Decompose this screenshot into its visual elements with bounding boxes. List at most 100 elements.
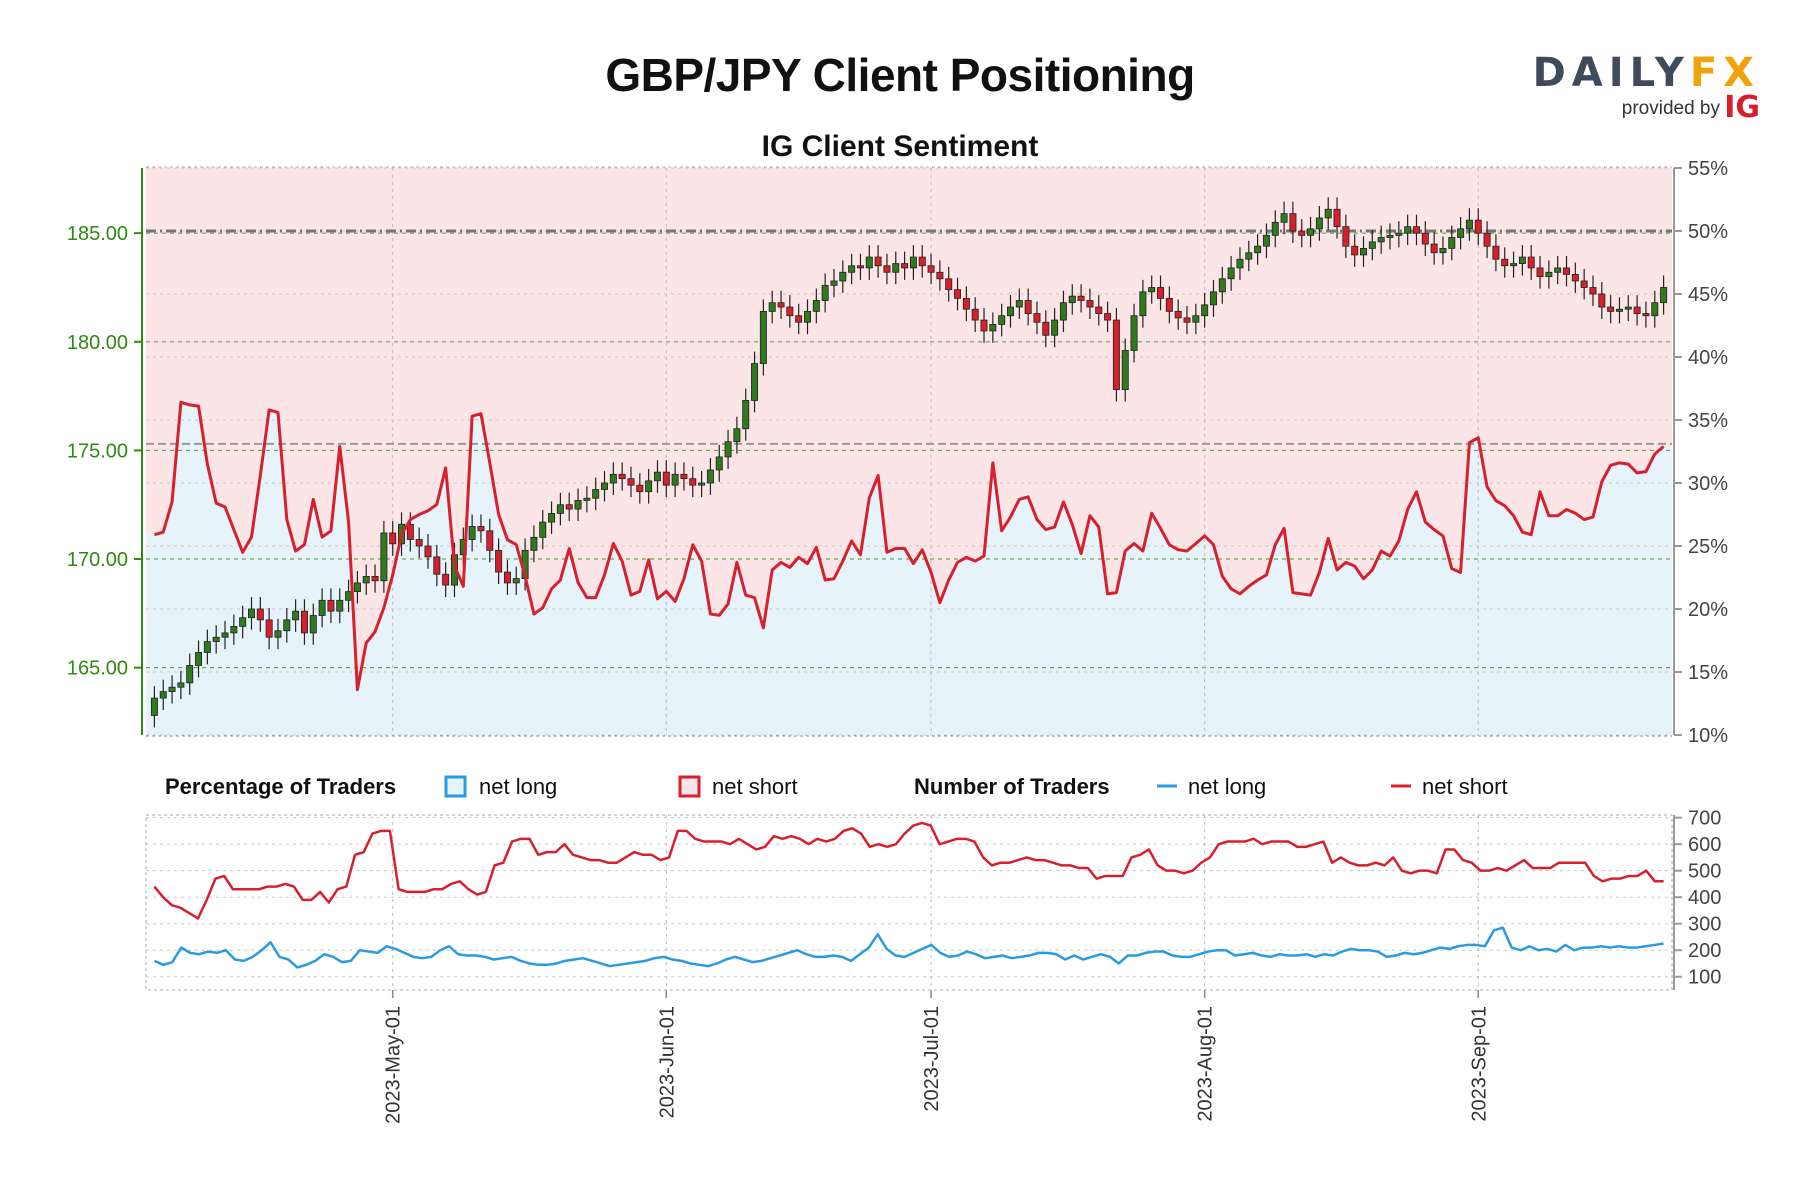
pct-tick-label: 10% [1688, 725, 1728, 747]
candle-body [812, 300, 820, 312]
candle-body [1236, 258, 1244, 269]
lower-tick-label: 200 [1688, 940, 1721, 962]
traders-net-long-line [153, 926, 1664, 969]
pct-tick-label: 55% [1688, 158, 1728, 180]
candle-body [856, 265, 864, 269]
candle-body [424, 545, 432, 558]
lower-tick-label: 400 [1688, 887, 1721, 909]
price-tick-label: 165.00 [67, 658, 128, 680]
candle-body [195, 652, 203, 666]
candle-body [945, 278, 953, 291]
candle-body [927, 265, 935, 273]
percent-line-layer [154, 400, 1665, 692]
candle-body [777, 302, 785, 308]
legend-num-short: net short [1422, 774, 1508, 799]
candle-body [1624, 306, 1632, 310]
candle-body [1360, 247, 1368, 256]
candle-body [1139, 291, 1147, 317]
candle-body [503, 571, 511, 584]
logo-daily: DAILY [1532, 50, 1690, 96]
candle-body [1298, 230, 1306, 236]
candle-body [442, 573, 450, 586]
price-tick-label: 175.00 [67, 440, 128, 462]
candle-body [283, 619, 291, 632]
candle-body [1501, 258, 1509, 267]
candle-body [353, 582, 361, 593]
candle-body [239, 617, 247, 627]
candle-body [804, 310, 811, 323]
candle-body [248, 608, 255, 619]
candle-body [751, 363, 759, 401]
candle-body [380, 532, 388, 582]
candle-body [1218, 278, 1226, 293]
candle-body [327, 599, 335, 612]
candle-body [1615, 308, 1623, 312]
candle-body [865, 256, 873, 269]
candle-body [768, 302, 776, 312]
candle-body [1571, 274, 1579, 282]
candle-body [892, 263, 900, 273]
candle-body [309, 615, 317, 634]
candle-body [848, 265, 856, 273]
chart-subtitle: IG Client Sentiment [761, 130, 1039, 163]
candle-body [1333, 208, 1341, 228]
candle-body [724, 441, 732, 458]
candle-body [468, 526, 476, 540]
legend-pct-short: net short [712, 774, 798, 799]
legend-num-header: Number of Traders [914, 774, 1110, 799]
candle-body [274, 630, 282, 638]
candle-body [1051, 319, 1059, 336]
candle-body [1095, 306, 1103, 314]
lower-panel-frame [145, 814, 1673, 991]
candle-body [636, 484, 644, 493]
candle-body [1545, 271, 1553, 278]
candle-body [1536, 267, 1544, 278]
candle-body [936, 271, 944, 280]
candle-body [671, 473, 679, 486]
axis-ticks: 165.00 170.00 175.00 180.00 185.00 10% 15% 20% 2… [67, 158, 1728, 747]
candle-body [265, 619, 273, 638]
legend-pct-short-swatch [678, 775, 701, 798]
candle-body [1201, 304, 1209, 317]
pct-tick-label: 20% [1688, 599, 1728, 621]
date-tick-label: 2023-Aug-01 [1195, 1006, 1217, 1122]
candle-body [1280, 213, 1288, 223]
candle-body [574, 499, 582, 510]
lower-tick-label: 300 [1688, 914, 1721, 936]
pct-tick-label: 35% [1688, 410, 1728, 432]
candle-body [1607, 306, 1615, 312]
candle-body [821, 284, 829, 301]
traders-count-panel: 100 200 300 400 500 600 700 [145, 808, 1721, 991]
candle-body [971, 308, 979, 321]
candle-body [786, 306, 794, 317]
candle-body [495, 549, 503, 573]
legend-pct-long: net long [479, 774, 557, 799]
candle-body [150, 697, 158, 716]
candle-body [1492, 245, 1500, 260]
pct-tick-label: 40% [1688, 347, 1728, 369]
reference-lines [146, 229, 1672, 445]
candle-body [1007, 306, 1014, 317]
candle-body [839, 271, 847, 282]
candle-body [1518, 256, 1526, 264]
percent-net-long-line [154, 400, 1665, 692]
legend-pct-header: Percentage of Traders [165, 774, 396, 799]
price-tick-label: 180.00 [67, 332, 128, 354]
candle-body [371, 576, 379, 582]
candle-body [689, 478, 697, 486]
candle-body [292, 610, 300, 621]
candle-body [1315, 217, 1323, 230]
candle-body [539, 521, 547, 538]
candle-body [168, 686, 176, 692]
candle-body [609, 473, 617, 484]
lower-tick-label: 600 [1688, 834, 1721, 856]
candle-body [1448, 237, 1456, 249]
candle-body [962, 297, 970, 310]
legend-pct-long-swatch [444, 775, 467, 798]
candle-body [1412, 226, 1420, 234]
lower-tick-label: 100 [1688, 967, 1721, 989]
candle-body [1042, 321, 1050, 336]
candle-body [954, 289, 962, 299]
candle-body [186, 665, 194, 684]
date-tick-label: 2023-May-01 [383, 1006, 405, 1124]
